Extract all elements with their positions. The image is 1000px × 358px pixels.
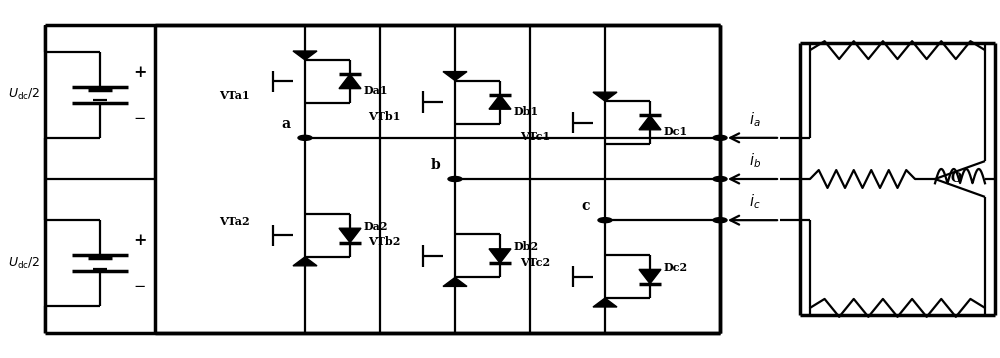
- Text: c: c: [582, 199, 590, 213]
- Text: $U_{\rm dc}/2$: $U_{\rm dc}/2$: [8, 256, 40, 271]
- Text: Da1: Da1: [364, 85, 388, 96]
- Text: $i_c$: $i_c$: [749, 193, 761, 211]
- Polygon shape: [339, 74, 361, 89]
- Text: Dc1: Dc1: [664, 126, 688, 137]
- Text: Db1: Db1: [514, 106, 539, 117]
- Text: $U_{\rm dc}/2$: $U_{\rm dc}/2$: [8, 87, 40, 102]
- Polygon shape: [489, 95, 511, 109]
- Circle shape: [713, 218, 727, 223]
- Text: VTa1: VTa1: [219, 90, 250, 101]
- Circle shape: [713, 176, 727, 182]
- Polygon shape: [593, 298, 617, 307]
- Text: $i_b$: $i_b$: [749, 151, 761, 170]
- Polygon shape: [639, 270, 661, 284]
- Text: Da2: Da2: [364, 221, 388, 232]
- Text: VTc2: VTc2: [520, 257, 550, 268]
- Text: +: +: [133, 232, 146, 250]
- Text: Db2: Db2: [514, 241, 539, 252]
- Polygon shape: [489, 249, 511, 263]
- Text: VTb1: VTb1: [368, 111, 400, 122]
- Text: VTb2: VTb2: [368, 236, 400, 247]
- Polygon shape: [293, 257, 317, 266]
- Polygon shape: [593, 92, 617, 101]
- Text: $i_a$: $i_a$: [749, 110, 761, 129]
- Circle shape: [713, 135, 727, 140]
- Circle shape: [598, 218, 612, 223]
- Polygon shape: [443, 72, 467, 81]
- Circle shape: [298, 135, 312, 140]
- Text: +: +: [133, 64, 146, 81]
- Polygon shape: [293, 51, 317, 60]
- Text: O: O: [950, 173, 962, 185]
- Text: $-$: $-$: [133, 110, 146, 124]
- Text: $-$: $-$: [133, 278, 146, 292]
- Text: Dc2: Dc2: [664, 262, 688, 273]
- Circle shape: [448, 176, 462, 182]
- Polygon shape: [639, 115, 661, 130]
- Text: b: b: [430, 158, 440, 172]
- Polygon shape: [339, 228, 361, 243]
- Text: VTa2: VTa2: [219, 216, 250, 227]
- Text: VTc1: VTc1: [520, 131, 550, 142]
- Polygon shape: [443, 277, 467, 286]
- Text: a: a: [281, 117, 290, 131]
